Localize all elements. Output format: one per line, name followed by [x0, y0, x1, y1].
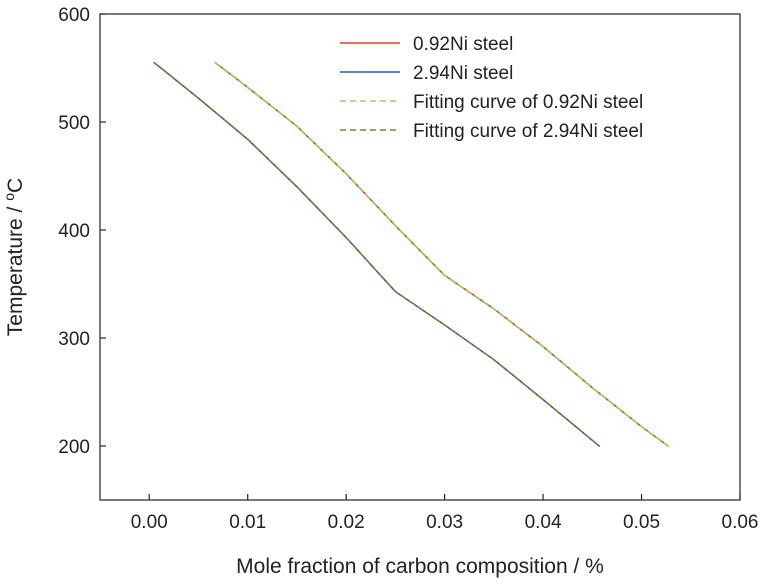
- y-tick-label: 500: [58, 113, 90, 134]
- legend-label: 0.92Ni steel: [413, 34, 513, 55]
- legend-label: 2.94Ni steel: [413, 63, 513, 84]
- x-tick-label: 0.00: [131, 512, 168, 533]
- x-tick-label: 0.06: [722, 512, 759, 533]
- legend-label: Fitting curve of 2.94Ni steel: [413, 121, 643, 142]
- x-tick-label: 0.03: [426, 512, 463, 533]
- y-tick-label: 200: [58, 437, 90, 458]
- y-axis-title-degree: o: [1, 193, 17, 201]
- y-tick-label: 400: [58, 221, 90, 242]
- x-tick-label: 0.01: [229, 512, 266, 533]
- y-axis-title: Temperature / oC: [1, 178, 27, 336]
- x-axis-title: Mole fraction of carbon composition / %: [236, 555, 604, 578]
- legend: 0.92Ni steel 2.94Ni steel Fitting curve of…: [340, 34, 643, 142]
- series-line-fit-294ni: [153, 61, 600, 447]
- x-tick-label: 0.02: [328, 512, 365, 533]
- y-axis-title-main: Temperature /: [4, 201, 27, 336]
- x-tick-label: 0.05: [623, 512, 660, 533]
- x-axis: 0.00 0.01 0.02 0.03 0.04 0.05 0.06: [131, 494, 759, 533]
- series-line-fit-092ni: [214, 61, 669, 447]
- y-tick-label: 600: [58, 5, 90, 26]
- y-tick-label: 300: [58, 329, 90, 350]
- y-axis: 200 300 400 500 600: [58, 5, 106, 458]
- y-axis-title-unit: C: [4, 178, 27, 193]
- x-tick-label: 0.04: [525, 512, 562, 533]
- series-layer: [153, 61, 669, 447]
- plot-frame: [99, 13, 741, 501]
- legend-label: Fitting curve of 0.92Ni steel: [413, 92, 643, 113]
